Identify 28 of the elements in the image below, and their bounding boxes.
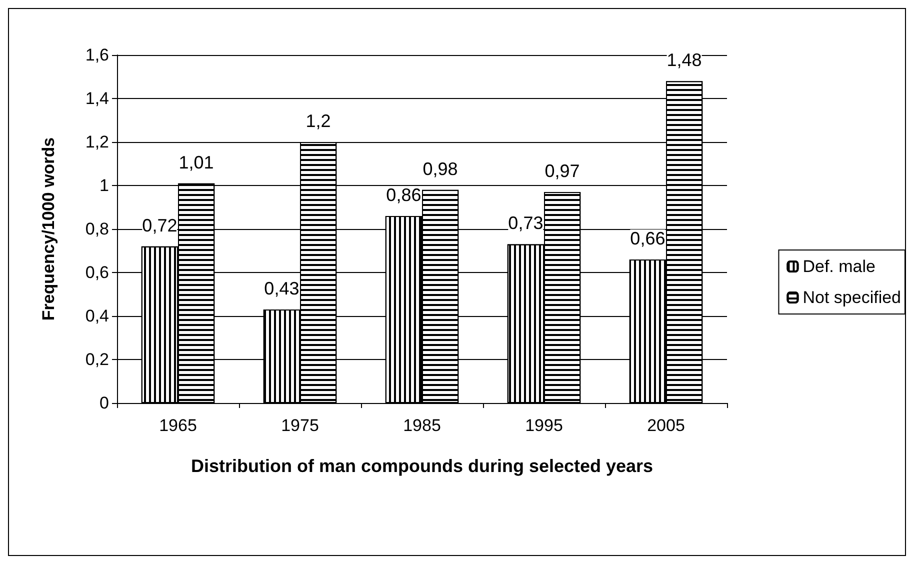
data-label: 1,01 [178, 152, 214, 172]
data-label: 0,97 [544, 161, 580, 182]
y-tick-label: 0,2 [85, 350, 109, 369]
y-tick-label: 1,4 [85, 89, 109, 108]
data-label: 0,73 [508, 213, 544, 234]
y-tick-label: 1 [100, 176, 109, 195]
x-axis-title: Distribution of man compounds during selected years [190, 456, 654, 476]
y-tick-label: 0,6 [85, 263, 109, 282]
data-label: 0,66 [630, 228, 666, 248]
data-label: 0,86 [386, 184, 422, 205]
x-tick-label: 1985 [403, 416, 441, 435]
data-label: 0,72 [142, 215, 178, 236]
y-tick-label: 1,6 [85, 46, 109, 64]
y-tick-label: 0,8 [85, 220, 109, 238]
y-tick-label: 1,2 [85, 132, 109, 152]
x-tick-label: 1995 [525, 416, 563, 435]
x-tick-label: 1975 [281, 416, 319, 435]
data-label: 0,98 [422, 158, 458, 179]
y-tick-label: 0,4 [85, 306, 109, 326]
x-tick-label: 1965 [159, 416, 197, 435]
x-tick-label: 2005 [647, 416, 685, 435]
y-axis-title: Frequency/1000 words [39, 137, 58, 321]
legend-label: Def. male [802, 257, 876, 276]
y-tick-label: 0 [100, 394, 109, 412]
data-label: 1,48 [666, 50, 702, 70]
data-label: 0,43 [264, 278, 300, 298]
legend-label: Not specified [802, 288, 902, 307]
data-label: 1,2 [306, 111, 331, 131]
